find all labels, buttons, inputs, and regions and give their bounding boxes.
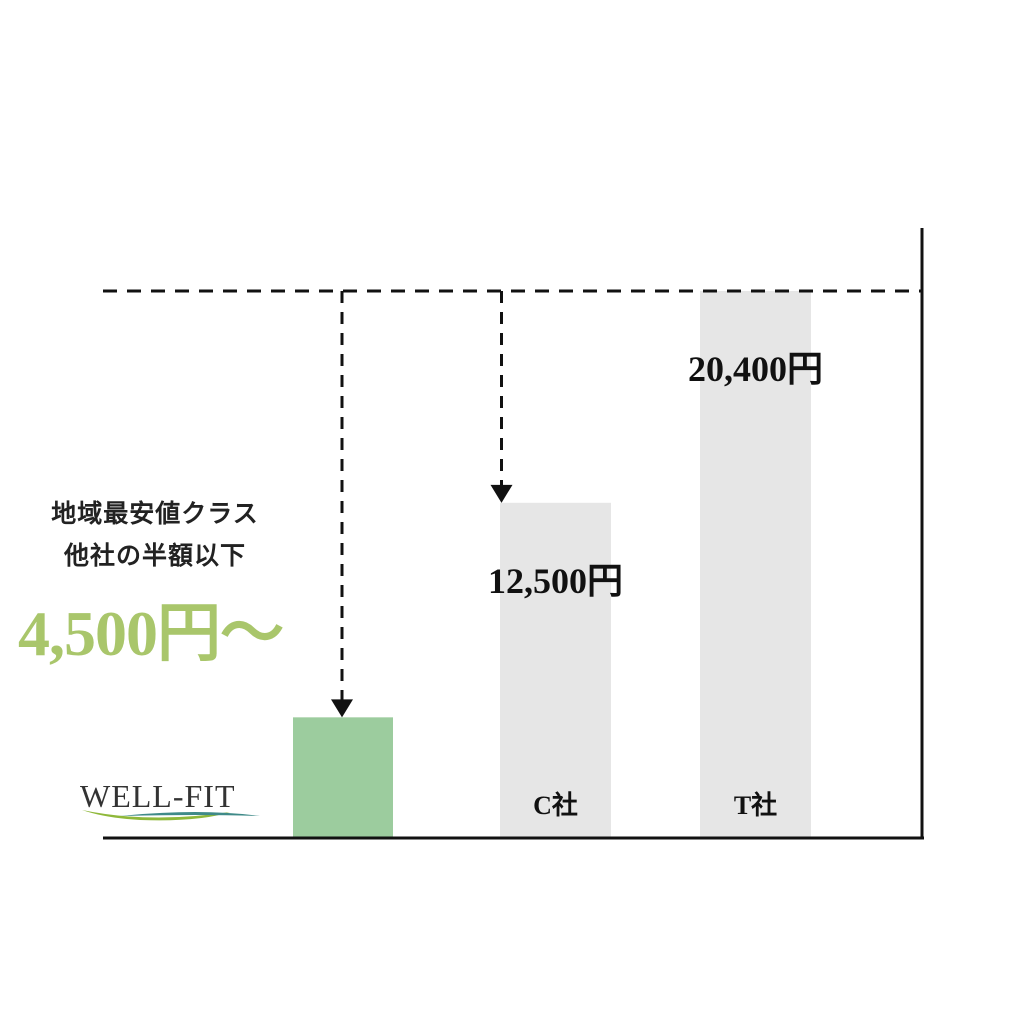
category-label-2: T社 [734, 790, 777, 820]
promo-price: 4,500円～ [18, 598, 284, 669]
bar-0 [293, 717, 393, 838]
promo-tagline-1: 地域最安値クラス [51, 501, 259, 528]
brand-swoosh-icon [82, 810, 260, 821]
arrow-head-1 [490, 484, 513, 503]
bar-1 [500, 502, 611, 838]
arrow-head-0 [331, 699, 353, 718]
bar-value-label-1: 12,500円 [488, 561, 623, 601]
brand-name: WELL-FIT [80, 778, 236, 814]
category-label-1: C社 [533, 790, 578, 820]
brand-logo: WELL-FIT [80, 778, 270, 828]
bar-2 [700, 291, 811, 838]
promo-tagline-2: 他社の半額以下 [63, 543, 246, 570]
bar-value-label-2: 20,400円 [688, 349, 823, 389]
